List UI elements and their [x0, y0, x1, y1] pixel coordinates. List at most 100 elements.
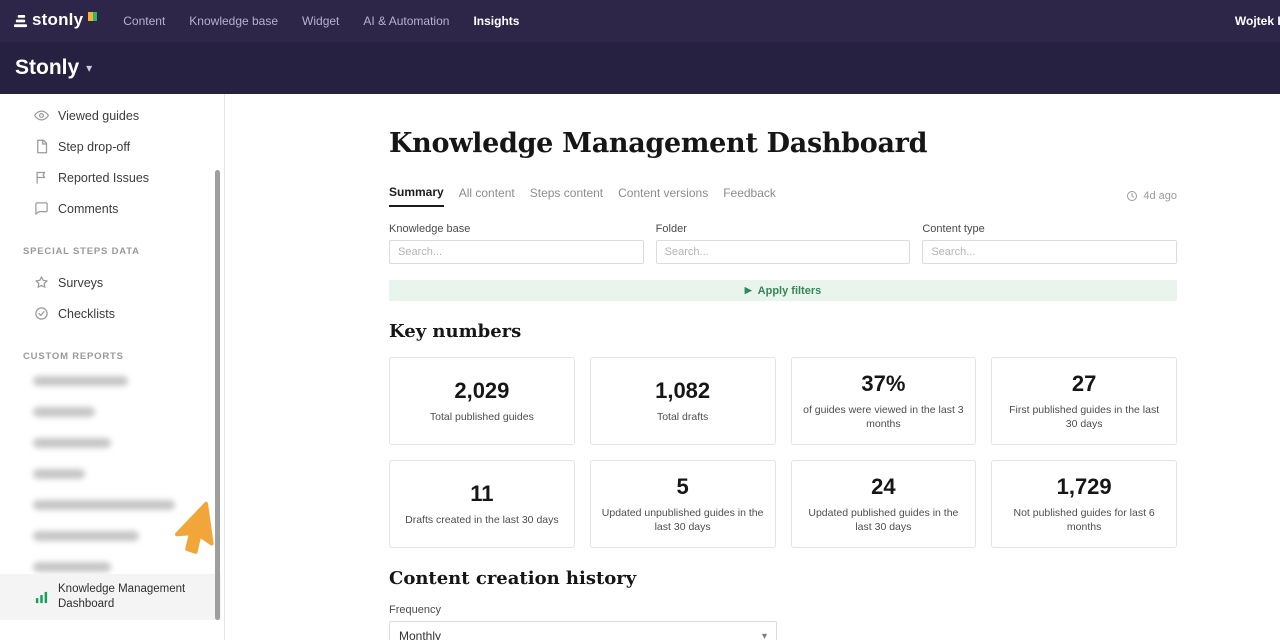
top-navigation-bar: stonly Content Knowledge base Widget AI … [0, 0, 1280, 42]
filter-label-folder: Folder [655, 223, 687, 235]
redacted-report-item[interactable] [33, 469, 85, 479]
nav-item-knowledge-base[interactable]: Knowledge base [189, 14, 279, 28]
frequency-select[interactable]: Monthly ▾ [389, 621, 777, 640]
pointer-cursor-graphic [168, 501, 218, 564]
stat-card-updated-published-30-days: 24 Updated published guides in the last … [790, 460, 977, 548]
stat-value: 5 [676, 473, 689, 499]
redacted-report-item[interactable] [33, 376, 128, 386]
language-flag-icon [88, 11, 98, 21]
sidebar-item-viewed-guides[interactable]: Viewed guides [0, 100, 224, 131]
redacted-report-item[interactable] [33, 562, 111, 572]
sidebar-item-label: Reported Issues [58, 170, 150, 185]
top-nav-items: Content Knowledge base Widget AI & Autom… [123, 14, 519, 28]
chevron-down-icon: ▾ [761, 630, 767, 640]
knowledge-base-search-input[interactable] [389, 240, 644, 264]
sidebar-item-label: Viewed guides [58, 108, 140, 123]
sidebar-item-label: Checklists [58, 306, 115, 321]
stonly-logo[interactable]: stonly [14, 9, 98, 33]
stat-value: 11 [470, 480, 494, 506]
page-title: Knowledge Management Dashboard [389, 128, 928, 159]
filters-row: Knowledge base Folder Content type [389, 223, 1178, 264]
frequency-label: Frequency [389, 604, 441, 616]
chart-icon [34, 590, 49, 605]
tab-steps-content[interactable]: Steps content [529, 186, 604, 200]
sidebar-item-label: Comments [58, 201, 119, 216]
last-updated-text: 4d ago [1143, 190, 1177, 202]
filter-label-knowledge-base: Knowledge base [389, 223, 471, 235]
stat-card-first-published-30-days: 27 First published guides in the last 30… [991, 357, 1177, 445]
sidebar-item-comments[interactable]: Comments [0, 193, 224, 224]
frequency-selected-value: Monthly [399, 629, 442, 640]
stonly-logo-text: stonly [32, 9, 84, 29]
key-numbers-title: Key numbers [389, 321, 522, 342]
apply-filters-label: Apply filters [757, 284, 822, 297]
stat-label: Drafts created in the last 30 days [405, 513, 559, 526]
tabs-row: Summary All content Steps content Conten… [389, 185, 1177, 207]
workspace-title[interactable]: Stonly [15, 56, 80, 79]
star-icon [34, 275, 49, 290]
content-type-search-input[interactable] [922, 240, 1178, 264]
nav-item-insights[interactable]: Insights [473, 14, 520, 28]
redacted-report-item[interactable] [33, 438, 111, 448]
stat-value: 27 [1071, 370, 1097, 396]
flag-icon [34, 170, 49, 185]
sidebar-item-label: Knowledge Management Dashboard [58, 583, 186, 610]
step-drop-off-icon [34, 139, 49, 154]
play-icon: ▶ [744, 285, 752, 295]
sidebar-item-knowledge-management-dashboard[interactable]: Knowledge Management Dashboard [0, 574, 221, 620]
sidebar-section-custom-reports: CUSTOM REPORTS [23, 351, 124, 362]
check-circle-icon [34, 306, 49, 321]
content-creation-history-title: Content creation history [389, 568, 637, 589]
sidebar-item-checklists[interactable]: Checklists [0, 298, 224, 329]
stat-value: 1,729 [1056, 473, 1112, 499]
sidebar-item-step-drop-off[interactable]: Step drop-off [0, 131, 224, 162]
redacted-report-item[interactable] [33, 500, 175, 510]
eye-icon [34, 108, 49, 123]
nav-item-content[interactable]: Content [123, 14, 166, 28]
sidebar-item-label: Step drop-off [58, 139, 131, 154]
sidebar-scrollbar[interactable] [215, 170, 220, 620]
sidebar-item-label: Surveys [58, 275, 104, 290]
stat-value: 37% [861, 370, 906, 396]
workspace-caret-icon[interactable]: ▾ [86, 61, 93, 75]
tab-content-versions[interactable]: Content versions [618, 186, 709, 200]
stat-label: Total published guides [429, 410, 534, 423]
stat-value: 24 [871, 473, 896, 499]
workspace-bar: Stonly ▾ [0, 42, 1280, 94]
stonly-logo-icon [14, 14, 27, 33]
stat-label: Updated unpublished guides in the last 3… [601, 506, 764, 533]
stat-card-total-published-guides: 2,029 Total published guides [389, 357, 575, 445]
stat-card-total-drafts: 1,082 Total drafts [589, 357, 776, 445]
key-numbers-grid: 2,029 Total published guides 1,082 Total… [389, 357, 1177, 548]
tab-feedback[interactable]: Feedback [723, 186, 776, 200]
sidebar-item-reported-issues[interactable]: Reported Issues [0, 162, 224, 193]
tab-all-content[interactable]: All content [458, 186, 515, 200]
stat-label: Not published guides for last 6 months [1013, 506, 1155, 533]
sidebar-item-surveys[interactable]: Surveys [0, 267, 224, 298]
clock-icon [1127, 191, 1138, 201]
user-name[interactable]: Wojtek K [1234, 14, 1280, 28]
stat-value: 2,029 [454, 377, 510, 403]
main-content: Knowledge Management Dashboard Summary A… [225, 94, 1280, 640]
tab-summary[interactable]: Summary [389, 185, 444, 207]
stat-card-drafts-created-30-days: 11 Drafts created in the last 30 days [389, 460, 575, 548]
stat-card-guides-viewed-3-months: 37% of guides were viewed in the last 3 … [790, 357, 977, 445]
redacted-report-item[interactable] [33, 407, 95, 417]
stat-card-not-published-6-months: 1,729 Not published guides for last 6 mo… [991, 460, 1177, 548]
apply-filters-button[interactable]: ▶ Apply filters [389, 280, 1177, 301]
nav-item-widget[interactable]: Widget [302, 14, 340, 28]
redacted-report-item[interactable] [33, 531, 139, 541]
sidebar-section-special-steps-data: SPECIAL STEPS DATA [23, 246, 140, 257]
stat-value: 1,082 [655, 377, 711, 403]
nav-item-ai-automation[interactable]: AI & Automation [363, 14, 450, 28]
sidebar: Viewed guides Step drop-off Reported Iss… [0, 94, 225, 640]
folder-search-input[interactable] [655, 240, 911, 264]
filter-label-content-type: Content type [922, 223, 985, 235]
stat-label: of guides were viewed in the last 3 mont… [803, 403, 964, 430]
last-updated: 4d ago [1126, 190, 1177, 202]
stat-label: Total drafts [656, 410, 709, 423]
comment-icon [34, 201, 49, 216]
stat-label: Updated published guides in the last 30 … [808, 506, 959, 533]
stat-card-updated-unpublished-30-days: 5 Updated unpublished guides in the last… [589, 460, 776, 548]
stat-label: First published guides in the last 30 da… [1009, 403, 1160, 430]
